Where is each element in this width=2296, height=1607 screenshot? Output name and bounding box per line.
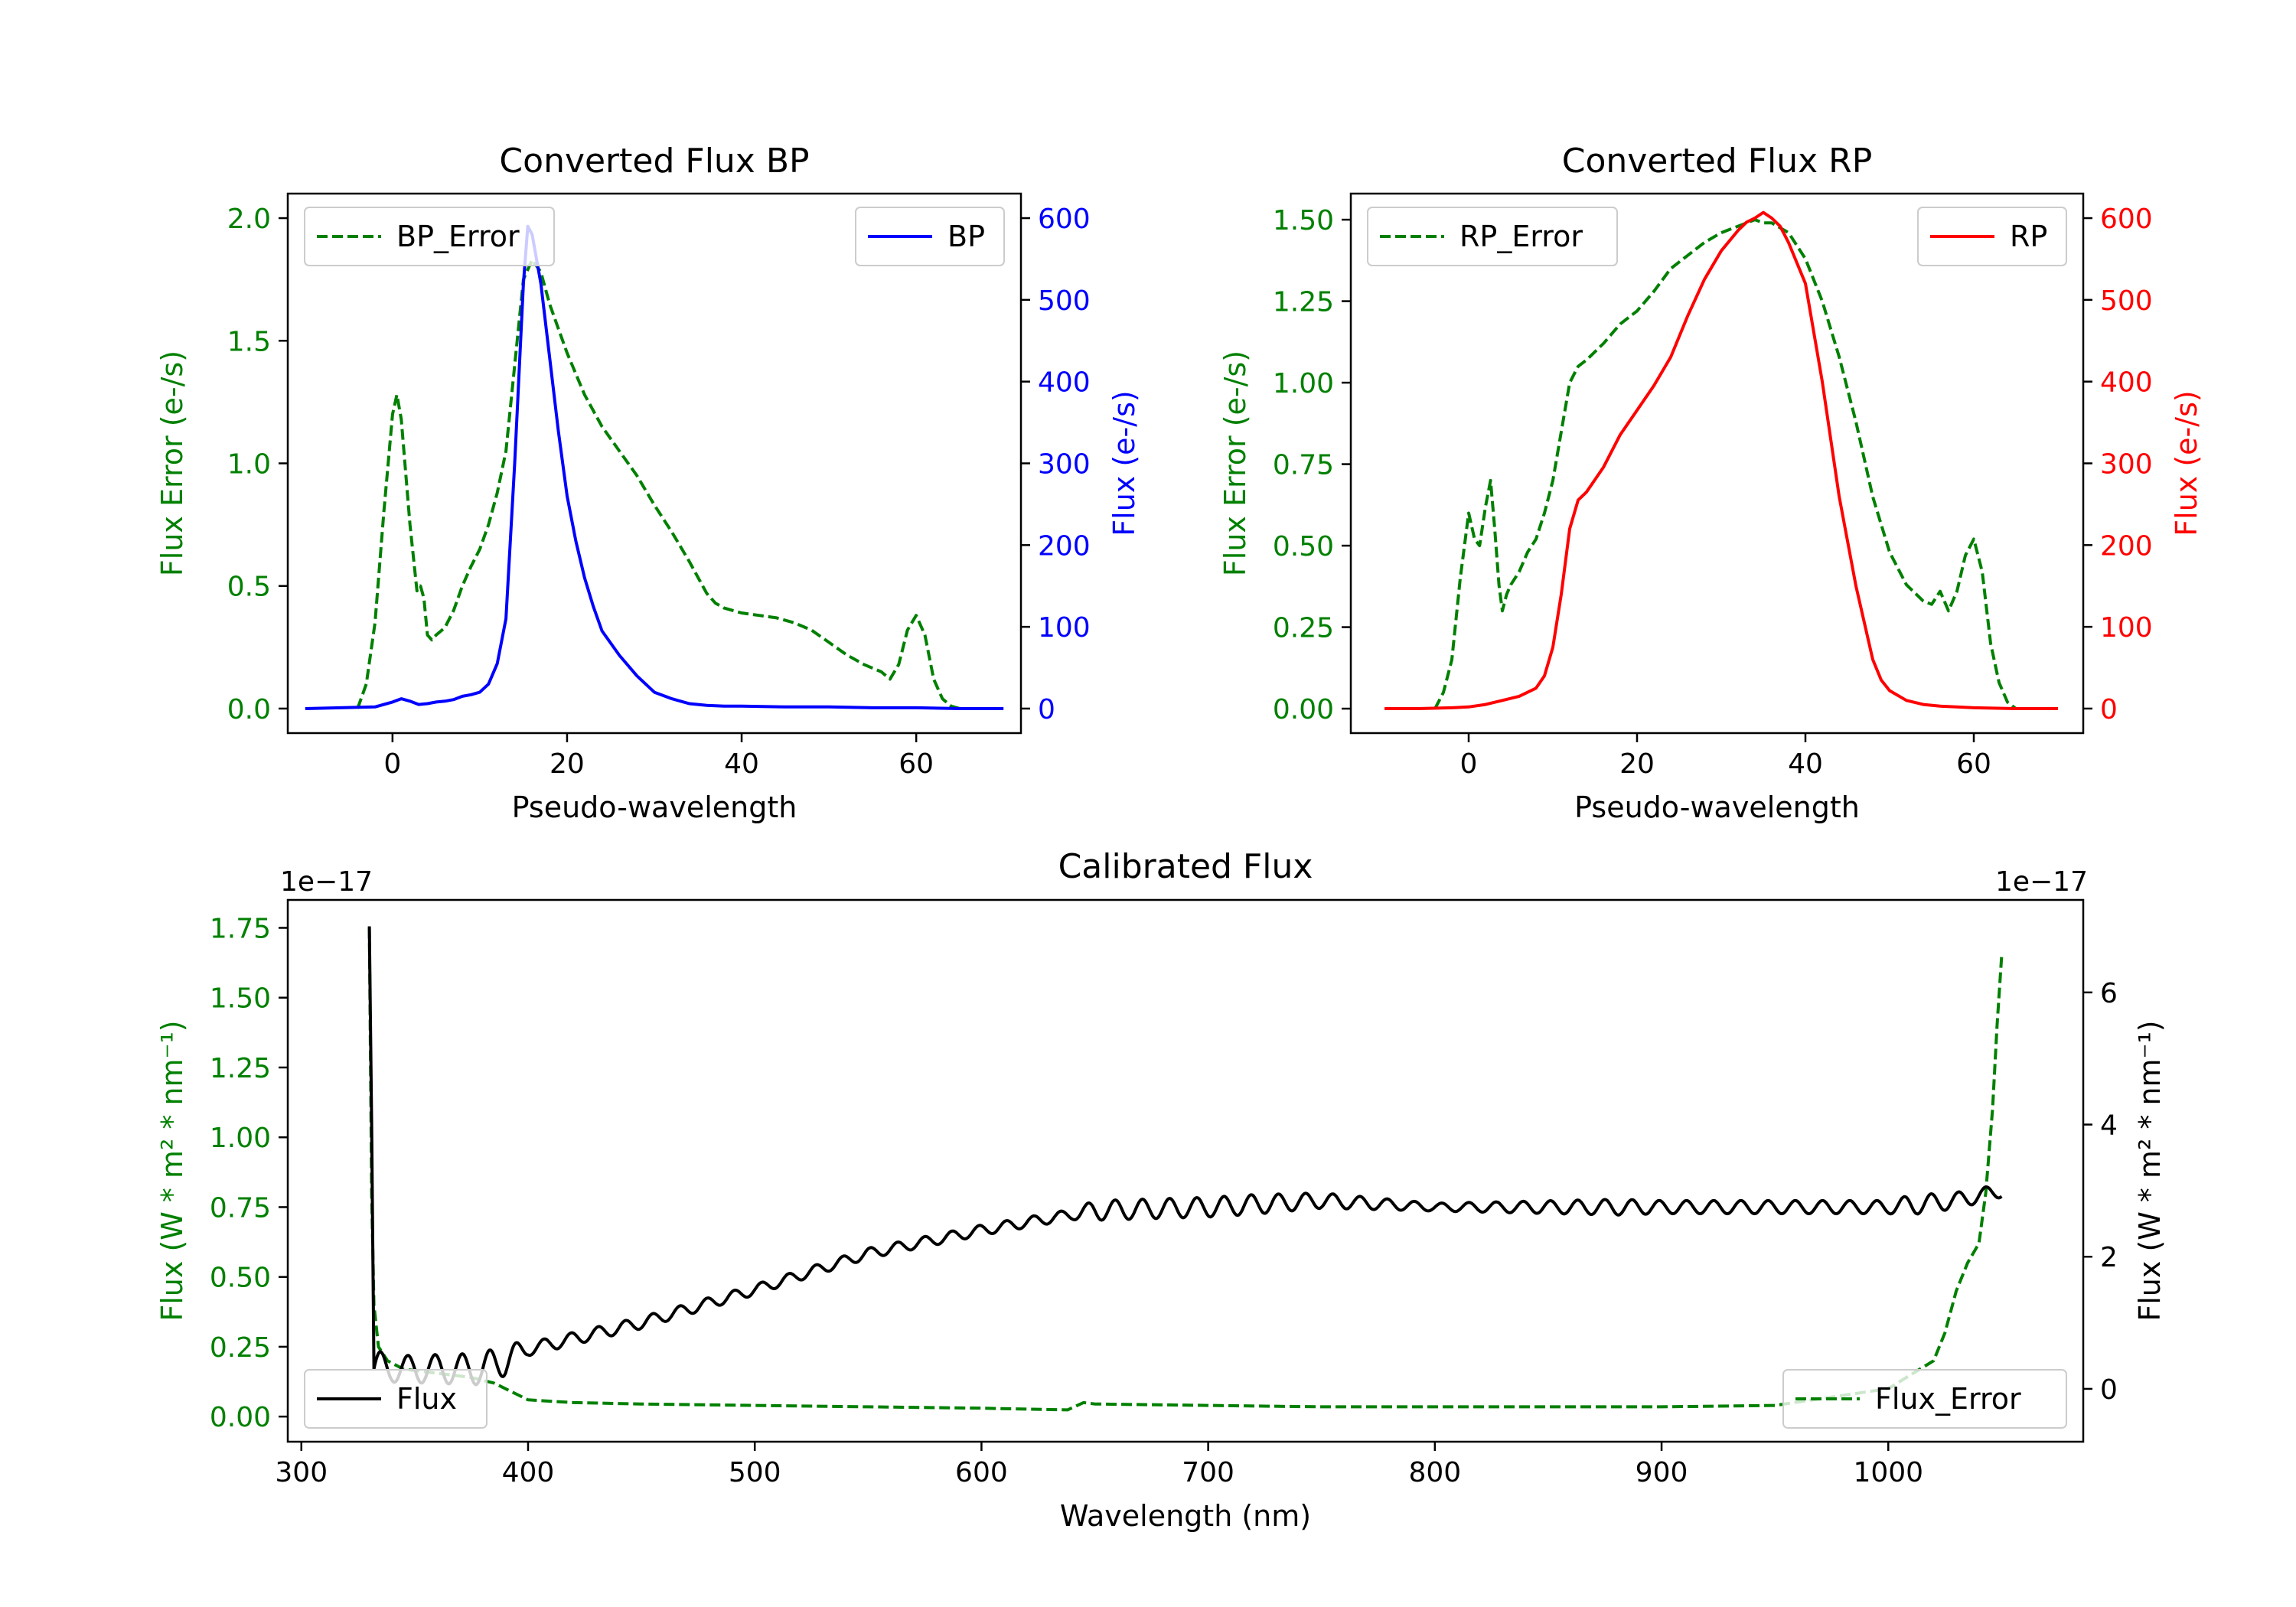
left-tick-label: 0.00 (210, 1402, 271, 1433)
left-axis-offset: 1e−17 (280, 866, 373, 898)
left-tick-label: 1.5 (227, 326, 271, 357)
x-tick-label: 400 (502, 1457, 555, 1488)
right-axis-label: Flux (e-/s) (2170, 390, 2203, 536)
right-tick-label: 0 (2100, 1374, 2118, 1406)
left-tick-label: 0.75 (210, 1192, 271, 1224)
x-tick-label: 20 (550, 748, 585, 780)
right-tick-label: 600 (2100, 204, 2153, 235)
x-tick-label: 60 (1956, 748, 1991, 780)
right-tick-label: 100 (2100, 612, 2153, 644)
right-tick-label: 6 (2100, 978, 2118, 1009)
right-tick-label: 600 (1038, 204, 1091, 235)
left-axis-label: Flux Error (e-/s) (1218, 350, 1252, 576)
legend-box (1782, 1369, 2067, 1429)
series-line-flux (367, 926, 2003, 1387)
x-tick-label: 40 (1788, 748, 1823, 780)
series-line-rp (1384, 210, 2058, 710)
x-tick-label: 600 (955, 1457, 1008, 1488)
right-tick-label: 4 (2100, 1110, 2118, 1142)
x-tick-label: 0 (383, 748, 401, 780)
left-tick-label: 0.25 (1273, 613, 1334, 644)
right-tick-label: 300 (1038, 449, 1091, 481)
right-tick-label: 2 (2100, 1242, 2118, 1273)
right-tick-label: 200 (1038, 530, 1091, 562)
legend-rp: RP (1917, 207, 2067, 266)
left-tick-label: 1.00 (1273, 368, 1334, 399)
left-tick-label: 1.75 (210, 913, 271, 944)
x-tick-label: 40 (724, 748, 759, 780)
x-tick-label: 1000 (1853, 1457, 1923, 1488)
legend-label: RP_Error (1459, 220, 1583, 253)
legend-label: Flux_Error (1875, 1382, 2021, 1416)
right-tick-label: 400 (1038, 367, 1091, 399)
left-tick-label: 1.50 (210, 983, 271, 1015)
left-tick-label: 0.0 (227, 694, 271, 725)
legend-flux: Flux (304, 1369, 488, 1429)
chart-title: Calibrated Flux (1058, 847, 1313, 886)
x-tick-label: 800 (1408, 1457, 1461, 1488)
x-axis-label: Wavelength (nm) (1060, 1499, 1311, 1533)
legend-label: BP (947, 220, 985, 253)
x-tick-label: 300 (275, 1457, 328, 1488)
series-line-bp-error (356, 258, 960, 710)
left-tick-label: 2.0 (227, 204, 271, 235)
legend-label: Flux (396, 1382, 457, 1416)
left-tick-label: 0.25 (210, 1332, 271, 1364)
chart-panel-2: 0 20 40 60 0.00 0.25 0.50 0.75 1.00 1.25 1.50 0 100 2… (1218, 142, 2203, 824)
left-tick-label: 1.25 (1273, 287, 1334, 318)
chart-panel-1: 0 20 40 60 0.0 0.5 1.0 1.5 2.0 0 100 200 300 400 500 60… (155, 142, 1141, 824)
right-tick-label: 100 (1038, 612, 1091, 644)
x-tick-label: 60 (899, 748, 934, 780)
left-axis-label: Flux (W * m² * nm⁻¹) (155, 1020, 189, 1321)
right-tick-label: 500 (2100, 285, 2153, 317)
legend-box (304, 1369, 488, 1429)
x-tick-label: 700 (1182, 1457, 1234, 1488)
x-axis-label: Pseudo-wavelength (512, 790, 797, 824)
left-tick-label: 1.00 (210, 1123, 271, 1154)
left-tick-label: 0.50 (210, 1263, 271, 1294)
left-tick-label: 1.0 (227, 449, 271, 481)
left-tick-label: 1.25 (210, 1053, 271, 1084)
x-tick-label: 500 (729, 1457, 781, 1488)
x-tick-label: 20 (1619, 748, 1655, 780)
right-axis-label: Flux (e-/s) (1107, 390, 1141, 536)
right-axis-label: Flux (W * m² * nm⁻¹) (2133, 1020, 2167, 1321)
legend-label: BP_Error (396, 220, 520, 253)
legend-flux-error: Flux_Error (1782, 1369, 2067, 1429)
chart-title: Converted Flux RP (1562, 142, 1873, 181)
left-tick-label: 0.00 (1273, 694, 1334, 725)
chart-title: Converted Flux BP (499, 142, 809, 181)
legend-bp: BP (855, 207, 1005, 266)
left-tick-label: 0.50 (1273, 531, 1334, 562)
right-tick-label: 0 (1038, 694, 1055, 725)
left-axis-label: Flux Error (e-/s) (155, 350, 189, 576)
legend-label: RP (2010, 220, 2047, 253)
right-tick-label: 500 (1038, 285, 1091, 317)
series-line-rp-error (1433, 218, 2017, 710)
right-tick-label: 400 (2100, 367, 2153, 399)
legend-box (304, 207, 555, 266)
legend-bp-error: BP_Error (304, 207, 555, 266)
x-tick-label: 0 (1460, 748, 1478, 780)
right-tick-label: 0 (2100, 694, 2118, 725)
right-axis-offset: 1e−17 (1995, 866, 2088, 898)
right-tick-label: 200 (2100, 530, 2153, 562)
left-tick-label: 0.75 (1273, 450, 1334, 481)
legend-rp-error: RP_Error (1367, 207, 1618, 266)
x-axis-label: Pseudo-wavelength (1574, 790, 1860, 824)
legend-box (1367, 207, 1618, 266)
chart-panel-3: 300 400 500 600 700 800 900 1000 0.00 0.25 0.50 0.7… (155, 847, 2167, 1533)
left-tick-label: 0.5 (227, 572, 271, 603)
right-tick-label: 300 (2100, 449, 2153, 481)
left-tick-label: 1.50 (1273, 205, 1334, 236)
plot-frame (286, 898, 2085, 1443)
x-tick-label: 900 (1636, 1457, 1688, 1488)
series-line-bp (305, 224, 1004, 710)
